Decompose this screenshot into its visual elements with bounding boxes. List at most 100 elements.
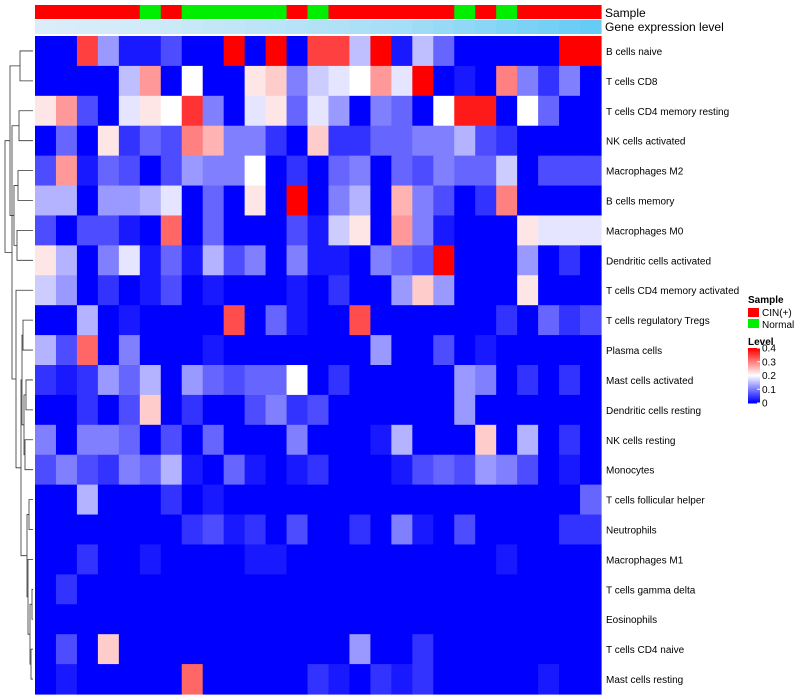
annotation-tracks [35,5,602,34]
colorbar-tick-label: 0 [762,399,768,410]
heatmap-cell [391,484,413,516]
heatmap-cell [475,424,497,456]
heatmap-cell [160,664,183,695]
colorbar-step [748,387,760,390]
heatmap-cell [160,65,183,97]
heatmap-cell [559,574,581,605]
heatmap-cell [97,544,120,575]
heatmap-cell [286,544,309,575]
heatmap-cell [139,454,162,486]
track-label-sample: Sample [605,6,646,20]
heatmap-cell [349,454,372,486]
heatmap-cell [517,454,539,486]
heatmap-cell [391,36,413,67]
dendrogram-branch [9,65,20,216]
heatmap-cell [55,36,78,67]
heatmap-cell [349,574,372,605]
heatmap-cell [181,155,204,187]
heatmap-cell [412,335,434,366]
annotation-sample-cell [496,5,518,19]
heatmap-cell [265,424,288,456]
heatmap-cell [328,95,351,127]
heatmap-cell [391,574,413,605]
heatmap-cell [475,65,497,97]
annotation-expression-cell [454,20,476,34]
heatmap-cell [139,36,162,67]
heatmap-cell [580,574,602,605]
heatmap-cell [55,664,78,695]
annotation-sample-cell [35,5,57,19]
colorbar-step [748,401,760,404]
heatmap-cell [202,335,225,366]
heatmap-cell [139,215,162,246]
heatmap-cell [328,36,351,67]
heatmap-cell [454,245,476,276]
heatmap-cell [139,155,162,187]
heatmap-cell [391,664,413,695]
heatmap-cell [244,514,267,546]
heatmap-cell [55,335,78,366]
heatmap-cell [97,125,120,157]
heatmap-cell [559,36,581,67]
heatmap-cell [391,365,413,396]
heatmap-cell [454,125,476,157]
heatmap-cell [244,574,267,605]
colorbar-step [748,382,760,385]
dendrogram-branch [17,170,33,201]
heatmap-cell [286,454,309,486]
heatmap-cell [580,424,602,456]
heatmap-cell [559,514,581,546]
heatmap-cell [118,65,141,97]
heatmap-cell [349,424,372,456]
heatmap-cell [538,365,560,396]
heatmap-cell [97,65,120,97]
heatmap-cell [35,125,57,157]
heatmap-cell [538,664,560,695]
heatmap-cell [496,454,518,486]
heatmap-cell [265,245,288,276]
heatmap-cell [496,424,518,456]
heatmap-cell [307,305,330,336]
heatmap-cell [559,125,581,157]
heatmap-cell [35,215,57,246]
row-label: T cells CD4 memory activated [606,286,739,297]
heatmap-cell [97,484,120,516]
heatmap-cell [370,65,392,97]
colorbar-step [748,394,760,397]
colorbar-step [748,354,760,357]
heatmap-cell [223,95,246,127]
heatmap-cell [76,65,99,97]
colorbar-step [748,393,760,396]
heatmap-cell [286,574,309,605]
heatmap-cell [139,185,162,217]
heatmap-cell [202,424,225,456]
heatmap-cell [118,125,141,157]
heatmap-cell [475,155,497,187]
heatmap-cell [496,394,518,426]
heatmap-cell [118,634,141,665]
heatmap-cell [328,305,351,336]
heatmap-cell [202,275,225,306]
heatmap-cell [412,95,434,127]
heatmap-cell [244,155,267,187]
heatmap-cell [244,394,267,426]
annotation-sample-cell [307,5,330,19]
heatmap-cell [202,544,225,575]
heatmap-cell [559,394,581,426]
heatmap-cell [286,65,309,97]
heatmap-cell [307,484,330,516]
colorbar-step [748,363,760,365]
annotation-expression-cell [559,20,581,34]
heatmap-cell [202,664,225,695]
heatmap-cell [559,185,581,217]
heatmap-cell [55,305,78,336]
heatmap-cell [559,305,581,336]
annotation-track-labels: Sample Gene expression level [605,6,724,34]
heatmap-cell [35,634,57,665]
heatmap-cell [496,95,518,127]
row-label: T cells CD8 [606,77,658,88]
annotation-sample-cell [244,5,267,19]
heatmap-cell [202,125,225,157]
legend-level-title: Level [748,337,774,348]
heatmap-cell [139,394,162,426]
